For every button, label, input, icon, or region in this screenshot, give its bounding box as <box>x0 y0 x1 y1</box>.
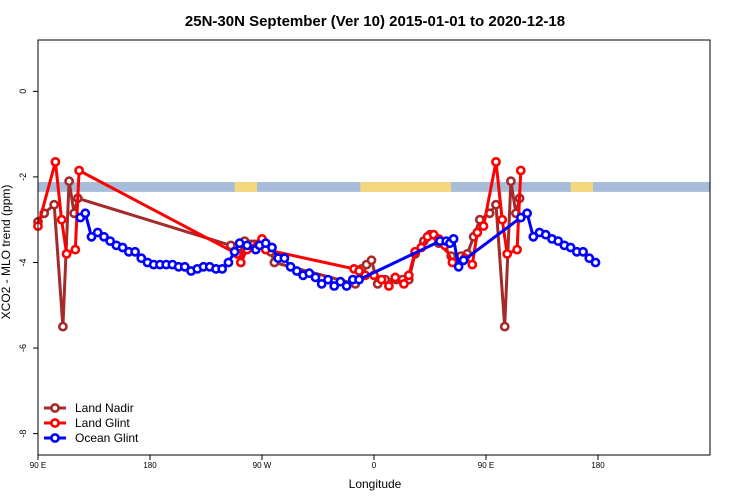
ocean-glint-point <box>105 236 116 246</box>
ocean-glint-point <box>130 246 140 257</box>
land-glint-point <box>515 165 526 176</box>
plot-frame <box>37 39 711 456</box>
land-glint-point <box>74 165 84 176</box>
ocean-glint-point <box>335 276 346 287</box>
land-glint-point <box>467 259 478 270</box>
land-glint-point <box>50 156 61 167</box>
land-nadir-point <box>49 199 60 210</box>
land-band-segment <box>234 182 258 192</box>
ocean-glint-point <box>285 261 296 272</box>
land-glint-point <box>376 274 387 285</box>
ocean-glint-point <box>590 257 601 268</box>
x-axis-label: Longitude <box>349 477 402 491</box>
chart-title: 25N-30N September (Ver 10) 2015-01-01 to… <box>185 13 565 30</box>
ocean-glint-point <box>316 278 327 289</box>
land-glint-point <box>390 272 401 283</box>
ocean-glint-point <box>584 253 595 264</box>
land-glint-point <box>478 221 489 231</box>
ocean-glint-point <box>136 253 147 264</box>
x-tick-label: 90 E <box>30 461 46 470</box>
ocean-glint-point <box>267 242 277 253</box>
ocean-glint-point <box>540 229 551 240</box>
ocean-glint-point <box>310 272 321 283</box>
legend-label-ocean-glint: Ocean Glint <box>75 431 139 445</box>
land-glint-point <box>497 214 508 225</box>
land-glint-point <box>235 257 246 268</box>
ocean-glint-point <box>99 231 109 242</box>
x-tick-label: 90 E <box>478 461 494 470</box>
y-tick-label: -4 <box>18 258 28 266</box>
land-band-segment <box>570 182 594 192</box>
ocean-glint-point <box>453 261 464 272</box>
legend-label-land-glint: Land Glint <box>75 416 130 430</box>
ocean-glint-point <box>565 242 576 253</box>
ocean-glint-point <box>179 261 190 272</box>
legend-marker-ocean-glint <box>50 433 60 443</box>
land-ocean-band <box>38 182 710 192</box>
land-glint-point <box>512 244 522 255</box>
plot-series <box>33 156 601 332</box>
land-nadir-point <box>58 321 68 332</box>
x-tick-label: 90 W <box>253 461 272 470</box>
land-nadir-point <box>491 199 501 210</box>
legend-marker-land-glint <box>50 418 60 428</box>
ocean-glint-point <box>304 268 315 279</box>
ocean-glint-point <box>223 257 234 268</box>
ocean-glint-point <box>229 246 240 257</box>
y-axis-ticks: 0 -2 -4 -6 -8 <box>18 89 38 438</box>
ocean-glint-point <box>117 242 128 253</box>
land-nadir-point <box>366 255 377 266</box>
land-glint-point <box>354 266 364 276</box>
land-glint-point <box>472 227 483 238</box>
y-tick-label: -6 <box>18 344 28 352</box>
land-glint-point <box>383 281 394 291</box>
land-glint-point <box>502 248 513 259</box>
ocean-glint-point <box>291 266 302 276</box>
ocean-glint-point <box>522 208 532 219</box>
land-glint-line <box>36 160 523 288</box>
land-glint-point <box>56 214 67 225</box>
ocean-glint-point <box>458 255 469 266</box>
land-glint-point <box>447 257 458 268</box>
ocean-glint-point <box>323 274 333 285</box>
land-band-segment <box>360 182 452 192</box>
land-nadir-point <box>499 321 510 332</box>
ocean-glint-point <box>80 208 91 219</box>
ocean-glint-point <box>515 212 526 223</box>
x-tick-label: 180 <box>143 461 157 470</box>
x-tick-label: 0 <box>372 461 377 470</box>
ocean-glint-point <box>528 231 539 242</box>
ocean-glint-point <box>448 233 459 244</box>
ocean-glint-point <box>92 227 103 238</box>
land-glint-point <box>491 156 501 167</box>
x-tick-label: 180 <box>591 461 605 470</box>
land-nadir-point <box>505 176 516 187</box>
y-axis-label: XCO2 - MLO trend (ppm) <box>0 185 13 320</box>
ocean-glint-point <box>329 281 340 291</box>
land-glint-point <box>61 248 72 259</box>
x-axis-ticks: 90 E 180 90 W 0 90 E 180 <box>30 455 605 470</box>
land-nadir-point <box>64 176 74 187</box>
land-glint-point <box>398 278 409 289</box>
ocean-glint-point <box>354 274 364 285</box>
ocean-glint-point <box>279 253 290 264</box>
ocean-glint-point <box>234 238 245 249</box>
land-glint-point <box>403 270 414 281</box>
ocean-glint-point <box>242 240 252 251</box>
y-tick-label: 0 <box>18 89 28 94</box>
ocean-glint-point <box>86 231 97 242</box>
legend-marker-land-nadir <box>50 403 60 413</box>
land-glint-point <box>70 244 81 255</box>
ocean-glint-point <box>341 281 352 291</box>
ocean-glint-point <box>553 236 564 246</box>
y-tick-label: -8 <box>18 430 28 438</box>
ocean-glint-point <box>578 246 588 257</box>
ocean-glint-point <box>260 238 271 249</box>
y-tick-label: -2 <box>18 173 28 181</box>
legend-label-land-nadir: Land Nadir <box>75 401 134 415</box>
ocean-glint-point <box>217 263 228 274</box>
